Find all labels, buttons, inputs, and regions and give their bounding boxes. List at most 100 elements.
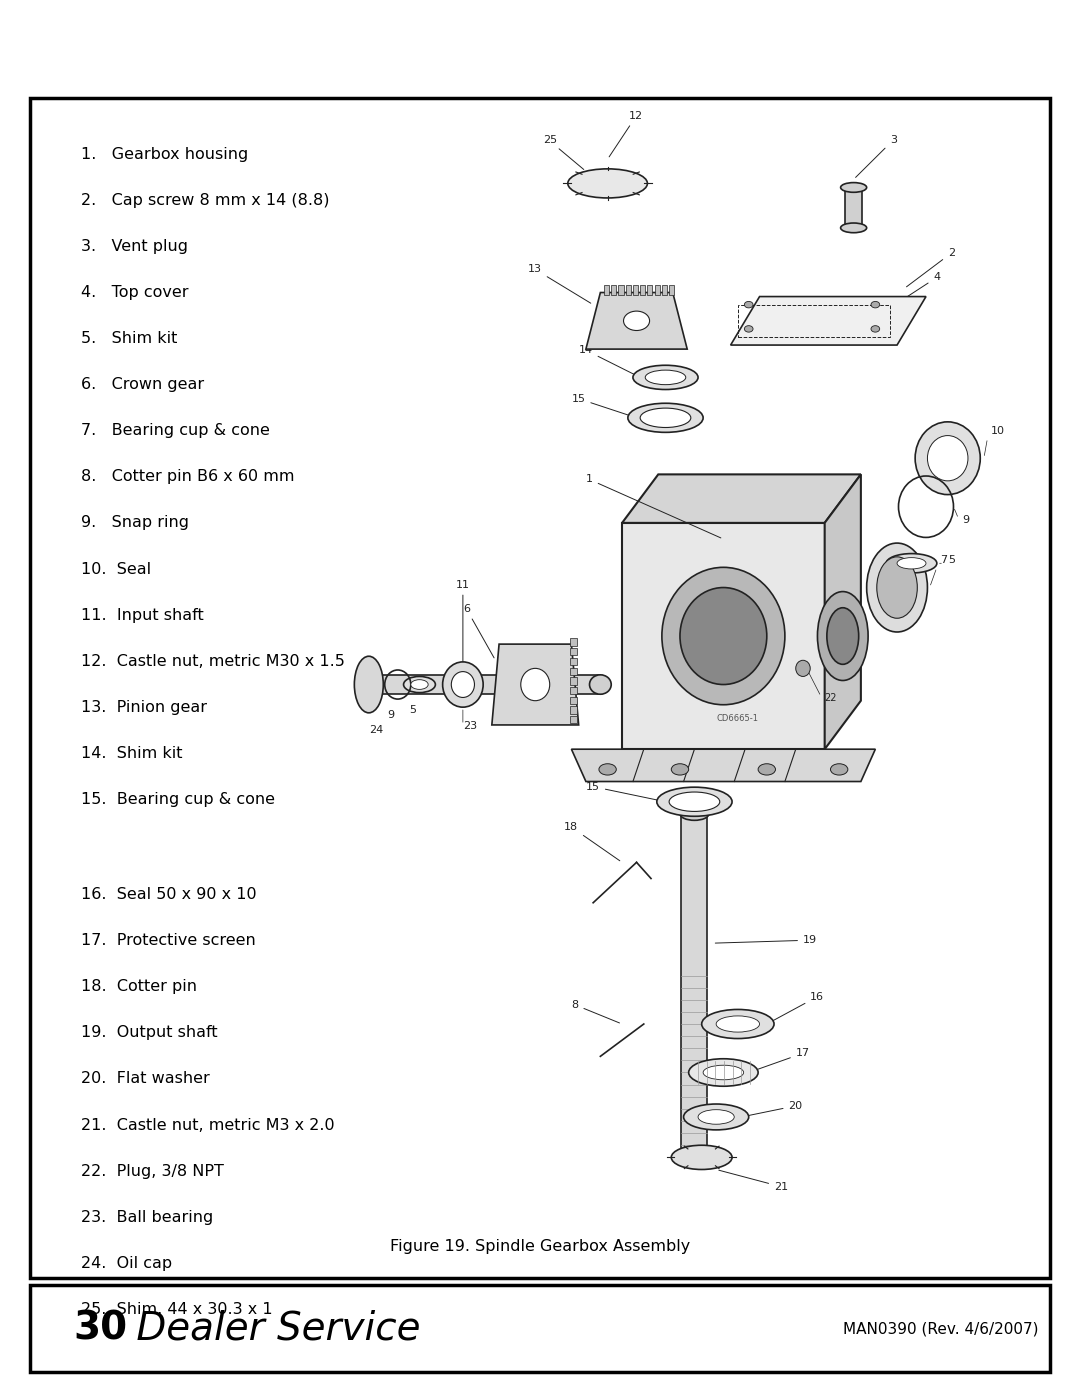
Text: 24.  Oil cap: 24. Oil cap — [81, 1256, 172, 1271]
Polygon shape — [586, 292, 687, 349]
Text: 18: 18 — [564, 821, 620, 861]
Bar — [604, 285, 609, 295]
Text: 2: 2 — [906, 249, 955, 286]
Ellipse shape — [640, 408, 691, 427]
Bar — [625, 285, 631, 295]
Text: 4: 4 — [885, 272, 941, 312]
Ellipse shape — [443, 662, 483, 707]
Bar — [570, 697, 577, 704]
Ellipse shape — [744, 326, 753, 332]
Text: Figure 19. Spindle Gearbox Assembly: Figure 19. Spindle Gearbox Assembly — [390, 1239, 690, 1253]
Text: 11.  Input shaft: 11. Input shaft — [81, 608, 204, 623]
Ellipse shape — [702, 1010, 774, 1038]
Text: 11: 11 — [456, 580, 470, 669]
Text: 20: 20 — [744, 1101, 802, 1116]
Text: 6.   Crown gear: 6. Crown gear — [81, 377, 204, 393]
Ellipse shape — [684, 1104, 748, 1130]
Text: 17: 17 — [752, 1048, 810, 1071]
Bar — [845, 187, 862, 228]
Text: 12.  Castle nut, metric M30 x 1.5: 12. Castle nut, metric M30 x 1.5 — [81, 654, 345, 669]
Text: 15.  Bearing cup & cone: 15. Bearing cup & cone — [81, 792, 275, 807]
Text: 9.   Snap ring: 9. Snap ring — [81, 515, 189, 531]
Text: 22: 22 — [825, 693, 837, 703]
FancyBboxPatch shape — [30, 98, 1050, 1278]
Ellipse shape — [680, 807, 708, 820]
Text: 30: 30 — [73, 1309, 127, 1348]
Text: 14.  Shim kit: 14. Shim kit — [81, 746, 183, 761]
Text: 16: 16 — [769, 992, 824, 1023]
Ellipse shape — [703, 1066, 744, 1080]
Ellipse shape — [404, 676, 435, 693]
Bar — [662, 285, 667, 295]
Bar — [670, 285, 674, 295]
Text: 15: 15 — [586, 781, 663, 800]
Ellipse shape — [716, 1016, 759, 1032]
Text: 3.   Vent plug: 3. Vent plug — [81, 239, 188, 254]
Text: 21.  Castle nut, metric M3 x 2.0: 21. Castle nut, metric M3 x 2.0 — [81, 1118, 335, 1133]
Ellipse shape — [689, 1059, 758, 1087]
Bar — [570, 658, 577, 665]
Text: 25.  Shim, 44 x 30.3 x 1: 25. Shim, 44 x 30.3 x 1 — [81, 1302, 272, 1317]
Bar — [611, 285, 617, 295]
Text: CD6665-1: CD6665-1 — [717, 714, 759, 722]
Bar — [369, 675, 600, 694]
Ellipse shape — [623, 312, 649, 331]
Text: 12: 12 — [609, 110, 644, 156]
Bar — [570, 668, 577, 675]
Text: 9: 9 — [962, 515, 969, 525]
Bar — [570, 707, 577, 714]
Text: 1: 1 — [586, 475, 720, 538]
Text: 22.  Plug, 3/8 NPT: 22. Plug, 3/8 NPT — [81, 1164, 224, 1179]
Ellipse shape — [590, 675, 611, 694]
Text: 9: 9 — [387, 711, 394, 721]
Text: 3: 3 — [855, 136, 896, 177]
Text: 24: 24 — [369, 725, 383, 735]
Ellipse shape — [354, 657, 383, 712]
Ellipse shape — [758, 764, 775, 775]
Ellipse shape — [568, 169, 647, 198]
Text: 5.   Shim kit: 5. Shim kit — [81, 331, 177, 346]
Bar — [647, 285, 652, 295]
Bar — [570, 717, 577, 724]
Text: 23.  Ball bearing: 23. Ball bearing — [81, 1210, 213, 1225]
Text: 13.  Pinion gear: 13. Pinion gear — [81, 700, 207, 715]
Text: 23: 23 — [463, 721, 477, 731]
Bar — [570, 638, 577, 645]
Ellipse shape — [897, 557, 926, 569]
Text: 17.  Protective screen: 17. Protective screen — [81, 933, 256, 949]
Text: 18.  Cotter pin: 18. Cotter pin — [81, 979, 197, 995]
Ellipse shape — [840, 183, 866, 193]
Text: 5: 5 — [948, 555, 955, 566]
Ellipse shape — [599, 764, 617, 775]
Polygon shape — [491, 644, 579, 725]
Ellipse shape — [662, 567, 785, 704]
Ellipse shape — [645, 370, 686, 384]
Text: 13: 13 — [528, 264, 591, 303]
Ellipse shape — [672, 764, 689, 775]
Bar — [738, 305, 890, 337]
Ellipse shape — [840, 224, 866, 233]
Text: 10.  Seal: 10. Seal — [81, 562, 151, 577]
Bar — [681, 814, 707, 1154]
Text: 2.   Cap screw 8 mm x 14 (8.8): 2. Cap screw 8 mm x 14 (8.8) — [81, 193, 329, 208]
Text: 20.  Flat washer: 20. Flat washer — [81, 1071, 210, 1087]
Bar — [570, 678, 577, 685]
Text: 1.   Gearbox housing: 1. Gearbox housing — [81, 147, 248, 162]
Ellipse shape — [870, 302, 880, 307]
Ellipse shape — [670, 792, 719, 812]
Ellipse shape — [627, 404, 703, 432]
Polygon shape — [622, 522, 825, 749]
Polygon shape — [571, 749, 876, 781]
Ellipse shape — [928, 436, 968, 481]
Ellipse shape — [357, 675, 380, 694]
Ellipse shape — [877, 557, 917, 619]
Text: 19: 19 — [715, 935, 818, 946]
Text: 5: 5 — [408, 705, 416, 715]
Text: 8: 8 — [571, 1000, 620, 1023]
Ellipse shape — [818, 591, 868, 680]
Ellipse shape — [915, 422, 981, 495]
Ellipse shape — [680, 588, 767, 685]
Text: Dealer Service: Dealer Service — [124, 1309, 421, 1348]
Ellipse shape — [866, 543, 928, 631]
Polygon shape — [825, 475, 861, 749]
